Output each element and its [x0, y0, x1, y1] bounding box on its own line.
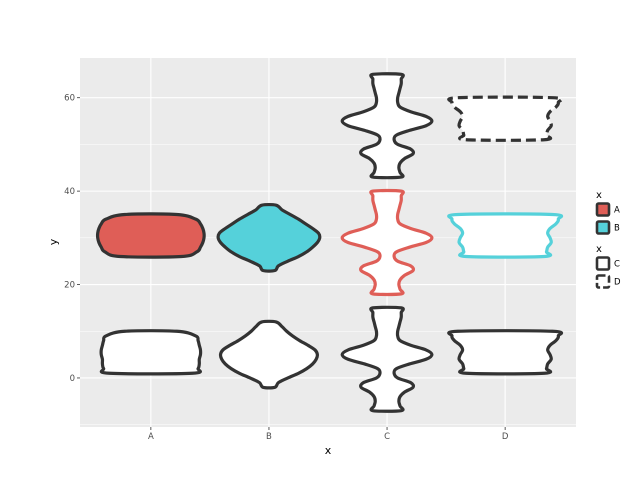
violin-b	[218, 319, 320, 390]
legend-title: x	[596, 190, 602, 201]
legend-label-b: B	[614, 224, 620, 234]
violin-a	[95, 212, 206, 259]
violin-a	[99, 329, 203, 376]
violins	[95, 72, 564, 413]
legend-label-c: C	[614, 260, 620, 270]
x-tick-label: B	[266, 432, 272, 442]
violin-d	[447, 95, 564, 142]
violin-d	[447, 329, 564, 376]
legend-label-d: D	[614, 278, 621, 288]
y-tick-label: 40	[64, 187, 75, 197]
x-axis-title: x	[325, 444, 332, 457]
y-tick-label: 20	[64, 281, 75, 291]
legend-key-b	[595, 220, 611, 235]
y-axis-title: y	[47, 238, 60, 245]
x-tick-label: D	[502, 432, 509, 442]
x-tick-label: A	[148, 432, 154, 442]
violin-d	[447, 212, 564, 259]
legend-key-d	[595, 274, 611, 289]
violin-c	[340, 305, 434, 413]
legend-key-c	[595, 256, 611, 271]
axes: 0 20 40 60 A B C D	[64, 94, 509, 442]
x-tick-label: C	[384, 432, 390, 442]
violin-c	[340, 188, 434, 297]
legend: x ABx CD	[595, 190, 621, 289]
y-tick-label: 0	[70, 374, 75, 384]
legend-label-a: A	[614, 206, 620, 216]
y-tick-label: 60	[64, 94, 75, 104]
legend-key-a	[595, 202, 611, 217]
legend-title: x	[596, 244, 602, 255]
violin-c	[340, 72, 434, 180]
violin-b	[216, 202, 322, 273]
